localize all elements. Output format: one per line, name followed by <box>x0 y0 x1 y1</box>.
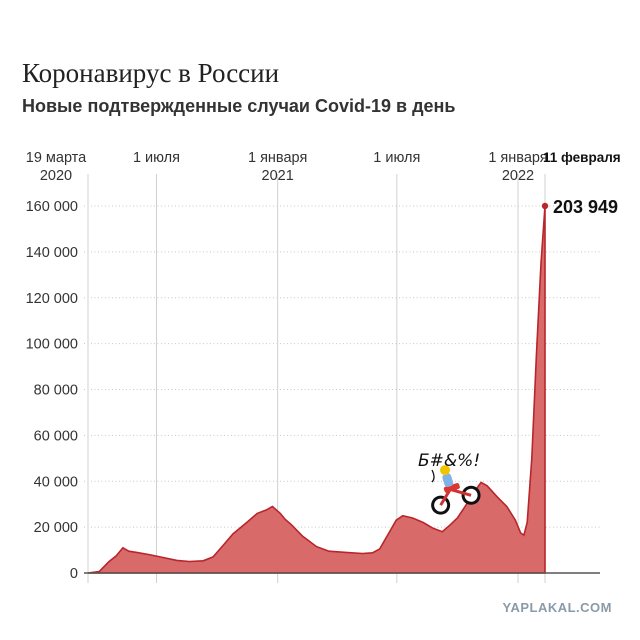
y-tick-label: 140 000 <box>26 245 78 261</box>
y-tick-label: 160 000 <box>26 199 78 215</box>
motorcycle-rider-icon <box>431 465 481 515</box>
endpoint-value-label: 203 949 <box>553 197 618 217</box>
annotation-text: Б#&%! <box>418 451 480 471</box>
y-tick-label: 80 000 <box>34 383 78 399</box>
endpoint-dot <box>541 202 549 210</box>
y-tick-label: 120 000 <box>26 291 78 307</box>
x-tick-label: 1 июля <box>373 150 420 166</box>
x-tick-label: 11 февраля <box>543 150 621 165</box>
x-tick-year-label: 2021 <box>262 168 294 184</box>
series-area <box>87 205 546 574</box>
x-tick-label: 1 января <box>248 150 307 166</box>
y-tick-label: 40 000 <box>34 474 78 490</box>
y-tick-label: 20 000 <box>34 520 78 536</box>
watermark-text: YAPLAKAL.COM <box>502 600 612 615</box>
y-tick-label: 100 000 <box>26 337 78 353</box>
x-tick-label: 19 марта <box>26 150 87 166</box>
annotation-pointer <box>431 469 435 483</box>
chart-subtitle: Новые подтвержденные случаи Covid-19 в д… <box>22 96 456 116</box>
x-tick-label: 1 января <box>488 150 547 166</box>
x-tick-year-label: 2020 <box>40 168 72 184</box>
y-tick-label: 0 <box>70 566 78 582</box>
chart-title: Коронавирус в России <box>22 58 280 88</box>
x-tick-year-label: 2022 <box>502 168 534 184</box>
x-tick-label: 1 июля <box>133 150 180 166</box>
y-tick-label: 60 000 <box>34 428 78 444</box>
